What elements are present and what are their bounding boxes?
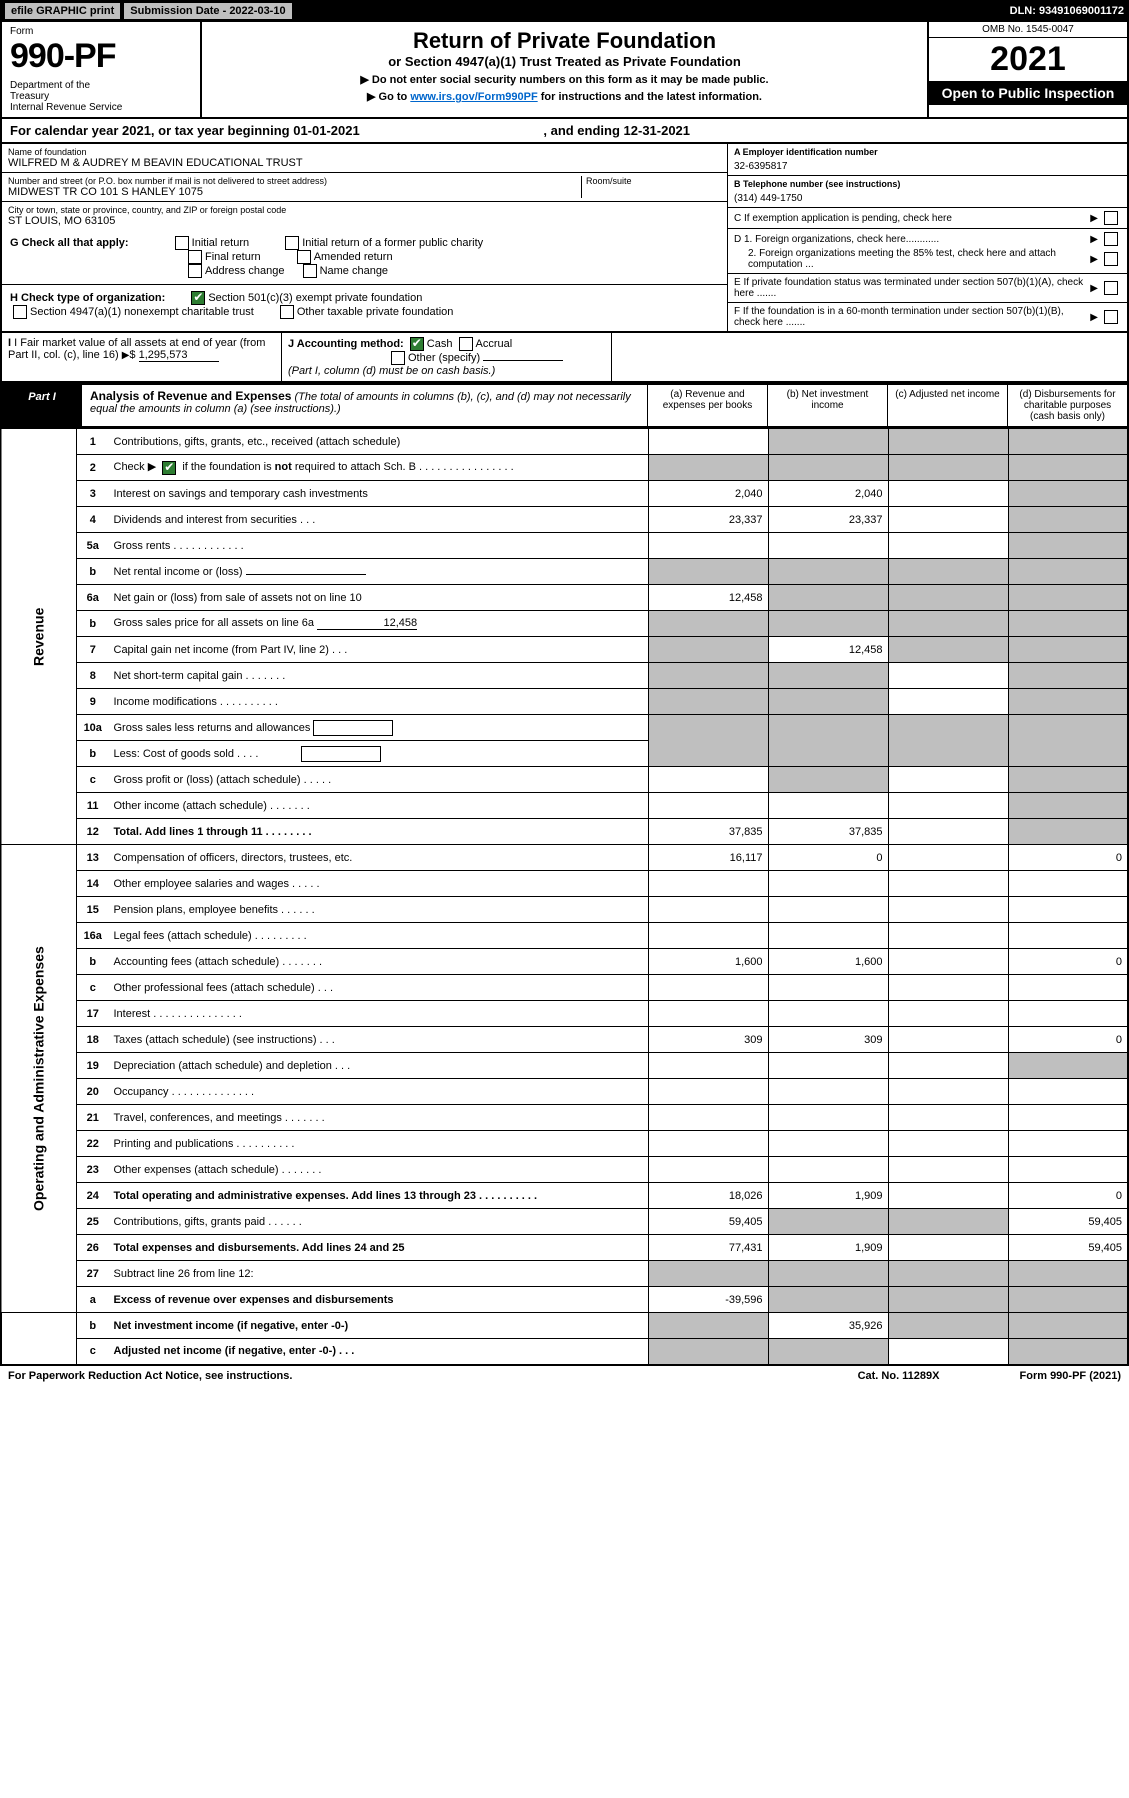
checkbox-schb[interactable] [162, 461, 176, 475]
col-d-header: (d) Disbursements for charitable purpose… [1007, 385, 1127, 426]
phone-value: (314) 449-1750 [734, 189, 1121, 204]
arrow-icon [1090, 213, 1098, 224]
form-header: Form 990-PF Department of theTreasuryInt… [0, 22, 1129, 119]
paperwork-notice: For Paperwork Reduction Act Notice, see … [8, 1370, 292, 1382]
efile-badge: efile GRAPHIC print [5, 3, 120, 19]
section-ij: I I Fair market value of all assets at e… [0, 333, 1129, 383]
note-ssn: ▶ Do not enter social security numbers o… [208, 73, 921, 86]
checkbox-accrual[interactable] [459, 337, 473, 351]
section-e: E If private foundation status was termi… [728, 274, 1127, 303]
ein-label: A Employer identification number [734, 147, 1121, 157]
part1-table: Revenue 1Contributions, gifts, grants, e… [0, 428, 1129, 1366]
checkbox-other-taxable[interactable] [280, 305, 294, 319]
phone-label: B Telephone number (see instructions) [734, 179, 1121, 189]
checkbox-501c3[interactable] [191, 291, 205, 305]
section-f: F If the foundation is in a 60-month ter… [728, 303, 1127, 331]
checkbox-amended[interactable] [297, 250, 311, 264]
arrow-icon [122, 349, 130, 361]
part1-header: Part I Analysis of Revenue and Expenses … [0, 383, 1129, 428]
section-h: H Check type of organization: Section 50… [2, 285, 727, 325]
form-ref: Form 990-PF (2021) [1020, 1370, 1122, 1382]
room-label: Room/suite [586, 176, 721, 186]
note-link: ▶ Go to www.irs.gov/Form990PF for instru… [208, 90, 921, 103]
name-label: Name of foundation [8, 147, 721, 157]
ein-value: 32-6395817 [734, 157, 1121, 172]
col-a-header: (a) Revenue and expenses per books [647, 385, 767, 426]
checkbox-other-method[interactable] [391, 351, 405, 365]
checkbox-final[interactable] [188, 250, 202, 264]
checkbox-d1[interactable] [1104, 232, 1118, 246]
checkbox-cash[interactable] [410, 337, 424, 351]
checkbox-initial[interactable] [175, 236, 189, 250]
addr-label: Number and street (or P.O. box number if… [8, 176, 581, 186]
city-label: City or town, state or province, country… [8, 205, 721, 215]
arrow-icon [1090, 234, 1098, 245]
expenses-section-label: Operating and Administrative Expenses [1, 845, 77, 1313]
col-b-header: (b) Net investment income [767, 385, 887, 426]
irs-link[interactable]: www.irs.gov/Form990PF [410, 91, 537, 103]
form-label: Form [10, 26, 192, 37]
city-state-zip: ST LOUIS, MO 63105 [8, 215, 721, 227]
submission-date: Submission Date - 2022-03-10 [124, 3, 291, 19]
form-number: 990-PF [10, 37, 192, 76]
checkbox-initial-former[interactable] [285, 236, 299, 250]
section-c: C If exemption application is pending, c… [728, 208, 1127, 229]
calendar-year-row: For calendar year 2021, or tax year begi… [0, 119, 1129, 144]
col-c-header: (c) Adjusted net income [887, 385, 1007, 426]
street-address: MIDWEST TR CO 101 S HANLEY 1075 [8, 186, 581, 198]
arrow-icon [1090, 254, 1098, 265]
foundation-name: WILFRED M & AUDREY M BEAVIN EDUCATIONAL … [8, 157, 721, 169]
fmv-value: 1,295,573 [139, 349, 219, 362]
page-footer: For Paperwork Reduction Act Notice, see … [0, 1366, 1129, 1386]
open-public-badge: Open to Public Inspection [929, 81, 1127, 105]
checkbox-d2[interactable] [1104, 252, 1118, 266]
arrow-icon [1090, 283, 1098, 294]
checkbox-name[interactable] [303, 264, 317, 278]
section-g: G Check all that apply: Initial return I… [2, 230, 727, 285]
checkbox-address[interactable] [188, 264, 202, 278]
dept-label: Department of theTreasuryInternal Revenu… [10, 80, 192, 113]
entity-info: Name of foundation WILFRED M & AUDREY M … [0, 144, 1129, 333]
revenue-section-label: Revenue [1, 429, 77, 845]
checkbox-e[interactable] [1104, 281, 1118, 295]
checkbox-f[interactable] [1104, 310, 1118, 324]
omb-number: OMB No. 1545-0047 [929, 22, 1127, 38]
checkbox-4947[interactable] [13, 305, 27, 319]
checkbox-c[interactable] [1104, 211, 1118, 225]
dln: DLN: 93491069001172 [1010, 5, 1124, 17]
cat-number: Cat. No. 11289X [858, 1370, 940, 1382]
part-label: Part I [2, 385, 82, 426]
form-subtitle: or Section 4947(a)(1) Trust Treated as P… [208, 54, 921, 69]
tax-year: 2021 [929, 38, 1127, 81]
arrow-icon [1090, 312, 1098, 323]
form-title: Return of Private Foundation [208, 28, 921, 54]
section-d: D 1. Foreign organizations, check here..… [728, 229, 1127, 274]
top-bar: efile GRAPHIC print Submission Date - 20… [0, 0, 1129, 22]
